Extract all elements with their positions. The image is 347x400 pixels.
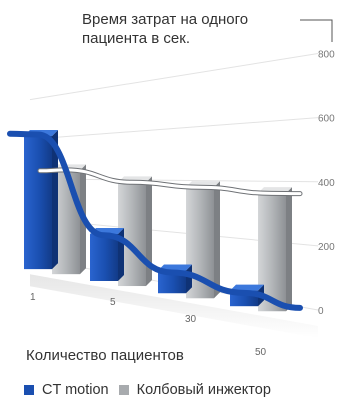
legend-item-injector: Колбовый инжектор — [118, 382, 271, 398]
bar-injector-50-side — [286, 187, 292, 312]
bar-ct-motion-5 — [90, 234, 118, 281]
trend-line-ct-motion — [7, 130, 303, 311]
chart-title: Время затрат на одного пациента в сек. — [82, 10, 312, 48]
chart-floor — [30, 274, 318, 339]
bar-injector-30-side — [214, 181, 220, 299]
legend-swatch-injector — [118, 385, 129, 395]
bar-injector-5-side — [146, 176, 152, 287]
x-tick-label-1: 1 — [30, 292, 36, 303]
chart-title-line-1: Время затрат на одного — [82, 11, 249, 28]
y-tick-label: 800 — [318, 50, 335, 61]
title-leader-line — [300, 19, 333, 42]
y-tick-label: 200 — [318, 242, 335, 253]
legend-label-ct-motion: CT motion — [42, 382, 109, 398]
y-tick-label: 600 — [318, 114, 335, 125]
y-tick-label: 0 — [318, 306, 324, 317]
x-tick-label-30: 30 — [185, 314, 197, 325]
legend-swatch-ct-motion — [24, 385, 34, 395]
bar-ct-motion-1-side — [52, 130, 58, 270]
x-tick-label-5: 5 — [110, 297, 116, 308]
y-tick-label: 400 — [318, 178, 335, 189]
bar-ct-motion-1 — [24, 136, 52, 270]
legend-item-ct-motion: CT motion — [24, 382, 109, 398]
gridline — [29, 117, 319, 140]
x-axis-label: Количество пациентов — [26, 347, 184, 364]
gridline — [29, 53, 319, 101]
legend-label-injector: Колбовый инжектор — [136, 382, 271, 398]
x-tick-label-50: 50 — [255, 347, 267, 358]
chart-title-line-2: пациента в сек. — [82, 30, 190, 47]
bar-ct-motion-30-top — [158, 264, 192, 271]
bar-ct-motion-50-top — [230, 284, 264, 291]
bar-ct-motion-30 — [158, 270, 186, 294]
legend: CT motion Колбовый инжектор — [24, 382, 281, 398]
